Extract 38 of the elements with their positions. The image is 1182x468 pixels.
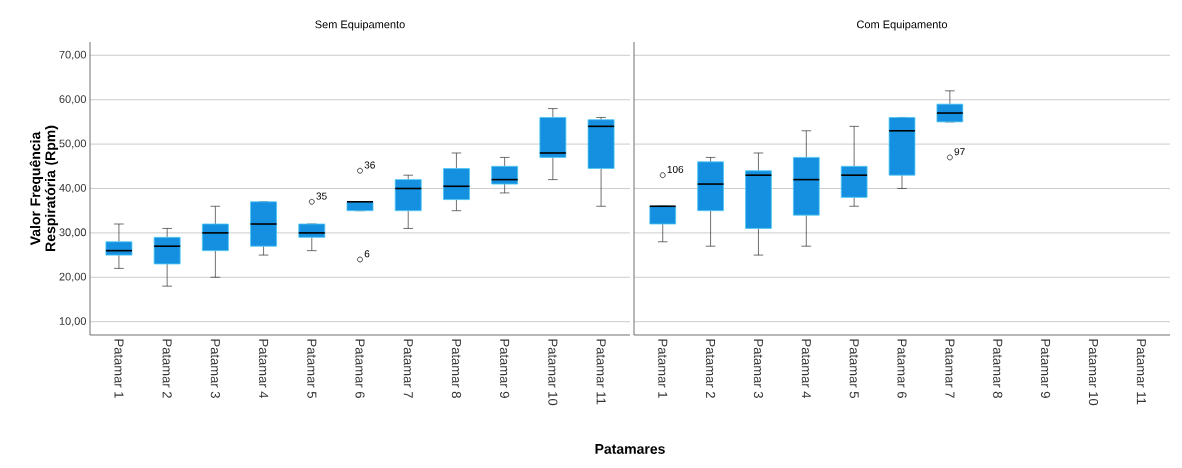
x-tick-label: Patamar 11	[596, 339, 606, 405]
x-tick-label: Patamar 6	[355, 339, 365, 398]
y-tick-label: 60,00	[59, 95, 87, 105]
x-tick-label: Patamar 10	[1088, 339, 1099, 406]
x-tick-label: Patamar 7	[945, 339, 955, 398]
x-tick-label: Patamar 3	[210, 339, 220, 398]
x-tick-label: Patamar 4	[259, 339, 269, 399]
x-tick-label: Patamar 1	[658, 339, 668, 398]
annotation: 35	[316, 192, 327, 200]
x-tick-label: Patamar 2	[705, 339, 716, 398]
x-tick-label: Patamar 4	[801, 339, 811, 399]
x-axis-title: Patamares	[595, 444, 665, 454]
x-tick-label: Patamar 11	[1136, 339, 1146, 405]
annotation: 106	[667, 165, 684, 173]
x-tick-label: Patamar 5	[307, 339, 317, 398]
x-tick-label: Patamar 8	[451, 339, 462, 398]
x-tick-label: Patamar 10	[548, 339, 558, 406]
annotation: 36	[364, 161, 375, 169]
x-tick-label: Patamar 5	[849, 339, 859, 398]
y-axis-title: Valor Frequência Respiratória (Rpm)	[29, 125, 59, 251]
x-tick-label: Patamar 7	[403, 339, 413, 398]
chart-title: Sem Equipamento	[315, 20, 405, 31]
annotation: 6	[364, 250, 370, 258]
y-tick-label: 70,00	[59, 50, 87, 60]
annotation: 97	[954, 148, 965, 156]
y-tick-label: 20,00	[59, 272, 87, 282]
y-tick-label: 40,00	[59, 183, 87, 194]
y-tick-label: 30,00	[59, 228, 87, 238]
y-tick-label: 50,00	[59, 139, 87, 149]
x-tick-label: Patamar 9	[500, 339, 510, 398]
x-tick-label: Patamar 2	[162, 339, 172, 398]
x-tick-label: Patamar 9	[1040, 339, 1051, 398]
x-tick-label: Patamar 1	[114, 339, 124, 398]
y-tick-label: 10,00	[59, 317, 87, 327]
x-tick-label: Patamar 6	[897, 339, 907, 398]
x-tick-label: Patamar 8	[993, 339, 1003, 398]
chart-title: Com Equipamento	[857, 20, 948, 31]
x-tick-label: Patamar 3	[753, 339, 764, 398]
